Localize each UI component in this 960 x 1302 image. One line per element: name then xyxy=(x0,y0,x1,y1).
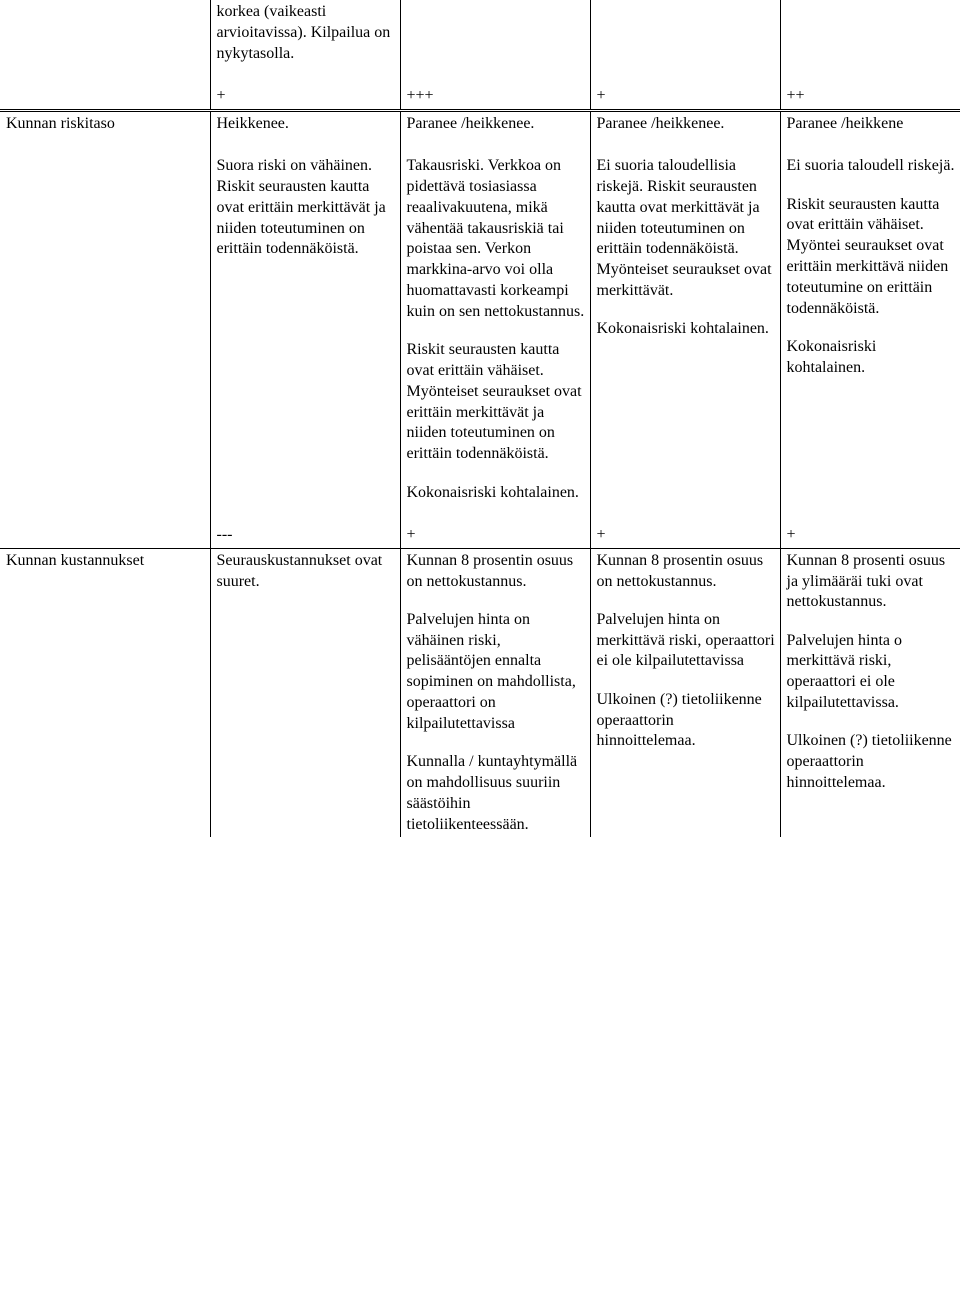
cell: Suora riski on vähäinen. Riskit seuraust… xyxy=(210,154,400,523)
cell: + xyxy=(210,84,400,110)
cell: Ei suoria taloudell riskejä. Riskit seur… xyxy=(780,154,960,523)
row-kustannukset: Kunnan kustannukset Seurauskustannukset … xyxy=(0,548,960,837)
row-signs-1: + +++ + ++ xyxy=(0,84,960,110)
text: + xyxy=(217,86,396,107)
text: Palvelujen hinta on vähäinen riski, peli… xyxy=(407,610,586,735)
text: Takausriski. Verkkoa on pidettävä tosias… xyxy=(407,156,586,322)
text: Ulkoinen (?) tietoliikenne operaattorin … xyxy=(597,690,776,752)
row-label: Kunnan kustannukset xyxy=(0,548,210,837)
text: Kunnalla / kuntayhtymällä on mahdollisuu… xyxy=(407,752,586,835)
text: Paranee /heikkene xyxy=(787,114,957,135)
cell: Kunnan 8 prosenti osuus ja ylimääräi tuk… xyxy=(780,548,960,837)
cell: Kunnan 8 prosentin osuus on nettokustann… xyxy=(590,548,780,837)
row-top: korkea (vaikeasti arvioitavissa). Kilpai… xyxy=(0,0,960,84)
text: Ei suoria taloudell riskejä. xyxy=(787,156,957,177)
text: Palvelujen hinta on merkittävä riski, op… xyxy=(597,610,776,672)
row-label: Kunnan riskitaso xyxy=(0,110,210,154)
cell: Paranee /heikkenee. xyxy=(400,110,590,154)
text: Seurauskustannukset ovat suuret. xyxy=(217,551,396,593)
text: Kunnan 8 prosentin osuus on nettokustann… xyxy=(407,551,586,593)
text: +++ xyxy=(407,86,586,107)
cell xyxy=(400,0,590,84)
text: korkea (vaikeasti arvioitavissa). Kilpai… xyxy=(217,2,396,64)
text: Paranee /heikkenee. xyxy=(407,114,586,135)
cell: korkea (vaikeasti arvioitavissa). Kilpai… xyxy=(210,0,400,84)
cell: ++ xyxy=(780,84,960,110)
text: Riskit seurausten kautta ovat erittäin v… xyxy=(787,195,957,320)
text: --- xyxy=(217,525,396,546)
text: + xyxy=(787,525,957,546)
cell xyxy=(0,523,210,548)
cell: Takausriski. Verkkoa on pidettävä tosias… xyxy=(400,154,590,523)
text: + xyxy=(407,525,586,546)
comparison-table: korkea (vaikeasti arvioitavissa). Kilpai… xyxy=(0,0,960,837)
text: Kokonaisriski kohtalainen. xyxy=(407,483,586,504)
text: + xyxy=(597,525,776,546)
text: Riskit seurausten kautta ovat erittäin v… xyxy=(407,340,586,465)
text: Kunnan kustannukset xyxy=(6,551,206,572)
cell: + xyxy=(590,523,780,548)
text: Palvelujen hinta o merkittävä riski, ope… xyxy=(787,631,957,714)
cell: + xyxy=(780,523,960,548)
text: Ulkoinen (?) tietoliikenne operaattorin … xyxy=(787,731,957,793)
text: Kunnan 8 prosentin osuus on nettokustann… xyxy=(597,551,776,593)
row-riskitaso-body: Suora riski on vähäinen. Riskit seuraust… xyxy=(0,154,960,523)
cell xyxy=(0,84,210,110)
cell: +++ xyxy=(400,84,590,110)
cell: Ei suoria taloudellisia riskejä. Riskit … xyxy=(590,154,780,523)
text: Kokonaisriski kohtalainen. xyxy=(787,337,957,379)
text: Kokonaisriski kohtalainen. xyxy=(597,319,776,340)
text: Paranee /heikkenee. xyxy=(597,114,776,135)
row-signs-2: --- + + + xyxy=(0,523,960,548)
text: Kunnan riskitaso xyxy=(6,114,206,135)
cell xyxy=(780,0,960,84)
cell: + xyxy=(400,523,590,548)
cell: Heikkenee. xyxy=(210,110,400,154)
row-riskitaso-header: Kunnan riskitaso Heikkenee. Paranee /hei… xyxy=(0,110,960,154)
text: Suora riski on vähäinen. Riskit seuraust… xyxy=(217,156,396,260)
cell: + xyxy=(590,84,780,110)
cell xyxy=(0,154,210,523)
text: ++ xyxy=(787,86,957,107)
text: Kunnan 8 prosenti osuus ja ylimääräi tuk… xyxy=(787,551,957,613)
cell: Paranee /heikkene xyxy=(780,110,960,154)
text: Ei suoria taloudellisia riskejä. Riskit … xyxy=(597,156,776,302)
cell xyxy=(0,0,210,84)
cell xyxy=(590,0,780,84)
cell: Kunnan 8 prosentin osuus on nettokustann… xyxy=(400,548,590,837)
cell: Paranee /heikkenee. xyxy=(590,110,780,154)
text: + xyxy=(597,86,776,107)
cell: --- xyxy=(210,523,400,548)
text: Heikkenee. xyxy=(217,114,396,135)
cell: Seurauskustannukset ovat suuret. xyxy=(210,548,400,837)
